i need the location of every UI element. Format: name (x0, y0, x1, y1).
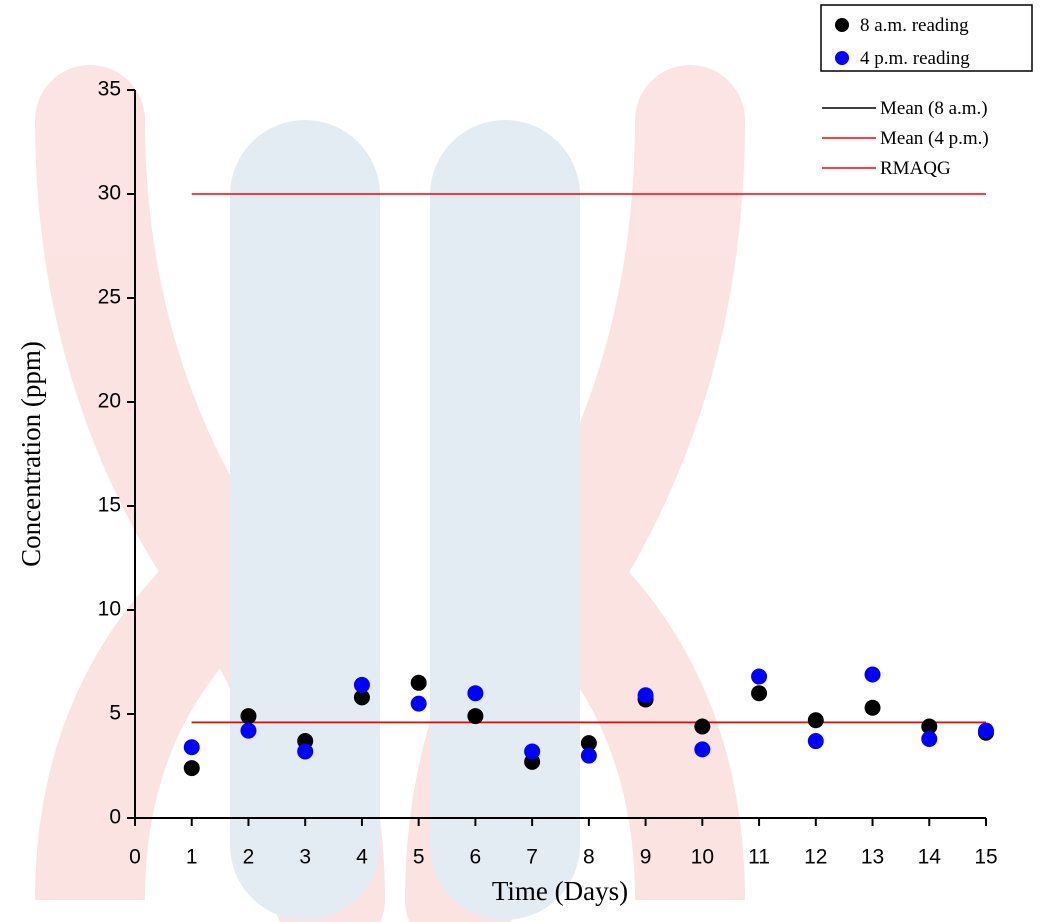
data-point (467, 708, 484, 725)
y-tick-label: 30 (98, 182, 121, 205)
data-point (864, 699, 881, 716)
data-point (524, 743, 541, 760)
data-point (410, 674, 427, 691)
x-axis-title: Time (Days) (492, 876, 628, 906)
legend-label: RMAQG (880, 158, 951, 179)
data-point (921, 718, 938, 735)
legend-label: 4 p.m. reading (860, 48, 970, 69)
data-point (694, 741, 711, 758)
x-tick-label: 0 (129, 846, 141, 869)
data-point (694, 718, 711, 735)
y-tick-label: 25 (98, 286, 121, 309)
x-tick-label: 15 (974, 846, 997, 869)
x-tick-label: 13 (861, 846, 884, 869)
x-tick-label: 12 (804, 846, 827, 869)
data-point (410, 695, 427, 712)
x-tick-label: 9 (640, 846, 652, 869)
data-point (580, 735, 597, 752)
x-tick-label: 2 (243, 846, 255, 869)
data-point (637, 687, 654, 704)
data-point (240, 708, 257, 725)
data-point (353, 689, 370, 706)
x-tick-label: 14 (918, 846, 942, 869)
y-tick-label: 15 (98, 494, 121, 517)
data-point (807, 712, 824, 729)
x-tick-label: 7 (526, 846, 538, 869)
x-tick-label: 10 (691, 846, 714, 869)
y-tick-label: 5 (109, 702, 121, 725)
x-tick-label: 8 (583, 846, 595, 869)
data-point (751, 685, 768, 702)
data-point (240, 722, 257, 739)
y-tick-label: 35 (98, 78, 121, 101)
data-point (921, 730, 938, 747)
legend-label: 8 a.m. reading (860, 15, 969, 36)
legend-marker (835, 18, 849, 32)
y-tick-label: 20 (98, 390, 121, 413)
data-point (353, 676, 370, 693)
y-tick-label: 10 (98, 598, 121, 621)
y-tick-label: 0 (109, 806, 121, 829)
x-tick-label: 11 (748, 846, 770, 869)
data-point (183, 760, 200, 777)
legend-box (820, 4, 1033, 72)
legend-label: Mean (8 a.m.) (880, 98, 988, 119)
watermark (35, 65, 745, 922)
data-point (864, 666, 881, 683)
data-point (978, 722, 994, 739)
data-point (807, 733, 824, 750)
data-point (467, 685, 484, 702)
data-point (183, 739, 200, 756)
x-tick-label: 5 (413, 846, 425, 869)
x-tick-label: 3 (299, 846, 311, 869)
y-axis-title: Concentration (ppm) (16, 341, 46, 567)
legend-marker (835, 51, 849, 65)
x-tick-label: 4 (356, 846, 368, 869)
data-point (580, 747, 597, 764)
data-point (751, 668, 768, 685)
x-tick-label: 6 (470, 846, 482, 869)
data-point (297, 743, 314, 760)
x-tick-label: 1 (186, 846, 198, 869)
legend-label: Mean (4 p.m.) (880, 128, 989, 149)
